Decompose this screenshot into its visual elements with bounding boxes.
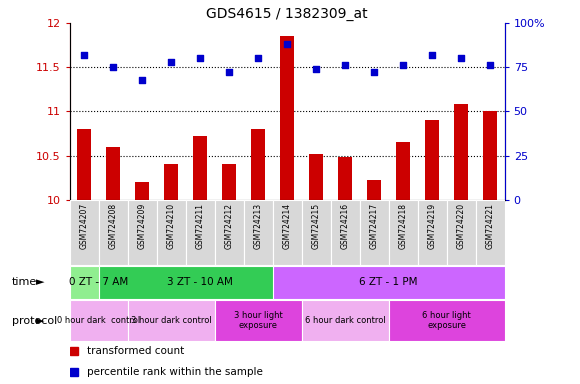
Bar — [454, 104, 469, 200]
Point — [427, 52, 437, 58]
Bar — [99, 200, 128, 265]
Point — [340, 62, 350, 68]
Bar — [77, 129, 92, 200]
Bar — [367, 180, 382, 200]
Bar — [389, 200, 418, 265]
Bar — [135, 182, 150, 200]
Text: GSM724218: GSM724218 — [398, 203, 408, 249]
Point — [166, 59, 176, 65]
Text: GSM724210: GSM724210 — [166, 203, 176, 249]
Bar — [483, 111, 498, 200]
Text: GSM724208: GSM724208 — [108, 203, 118, 249]
Text: GSM724212: GSM724212 — [224, 203, 234, 249]
Bar — [106, 147, 121, 200]
Bar — [70, 200, 99, 265]
Bar — [447, 200, 476, 265]
Bar — [302, 200, 331, 265]
Bar — [338, 157, 353, 200]
Text: 6 hour dark control: 6 hour dark control — [304, 316, 386, 325]
Bar — [99, 266, 302, 299]
Text: 3 hour dark control: 3 hour dark control — [130, 316, 212, 325]
Point — [224, 70, 234, 76]
Bar — [164, 164, 179, 200]
Point — [485, 62, 495, 68]
Text: 3 hour light
exposure: 3 hour light exposure — [234, 311, 282, 330]
Bar — [476, 200, 505, 265]
Bar — [70, 266, 128, 299]
Point — [253, 55, 263, 61]
Bar — [396, 142, 411, 200]
Bar — [193, 136, 208, 200]
Point — [311, 66, 321, 72]
Text: ►: ► — [37, 316, 45, 326]
Bar — [389, 300, 505, 341]
Point — [195, 55, 205, 61]
Text: transformed count: transformed count — [87, 346, 184, 356]
Bar — [215, 300, 302, 341]
Text: GSM724217: GSM724217 — [369, 203, 379, 249]
Bar — [244, 200, 273, 265]
Bar — [331, 200, 360, 265]
Point — [108, 64, 118, 70]
Text: GSM724209: GSM724209 — [137, 203, 147, 249]
Text: GSM724220: GSM724220 — [456, 203, 466, 249]
Text: protocol: protocol — [12, 316, 57, 326]
Text: GSM724214: GSM724214 — [282, 203, 292, 249]
Title: GDS4615 / 1382309_at: GDS4615 / 1382309_at — [206, 7, 368, 21]
Bar — [309, 154, 324, 200]
Point — [369, 70, 379, 76]
Bar — [251, 129, 266, 200]
Point — [456, 55, 466, 61]
Text: GSM724216: GSM724216 — [340, 203, 350, 249]
Point — [137, 76, 147, 83]
Text: GSM724213: GSM724213 — [253, 203, 263, 249]
Text: ►: ► — [37, 277, 45, 287]
Text: 0 hour dark  control: 0 hour dark control — [57, 316, 140, 325]
Text: GSM724211: GSM724211 — [195, 203, 205, 249]
Bar — [273, 200, 302, 265]
Bar — [222, 164, 237, 200]
Text: 3 ZT - 10 AM: 3 ZT - 10 AM — [167, 277, 233, 287]
Bar — [280, 36, 295, 200]
Bar — [425, 120, 440, 200]
Point — [282, 41, 292, 47]
Text: percentile rank within the sample: percentile rank within the sample — [87, 367, 263, 377]
Bar — [360, 200, 389, 265]
Bar — [128, 200, 157, 265]
Bar — [70, 300, 128, 341]
Point — [79, 52, 89, 58]
Text: GSM724215: GSM724215 — [311, 203, 321, 249]
Point — [398, 62, 408, 68]
Bar — [186, 200, 215, 265]
Text: GSM724219: GSM724219 — [427, 203, 437, 249]
Text: 6 hour light
exposure: 6 hour light exposure — [422, 311, 471, 330]
Bar — [418, 200, 447, 265]
Bar — [157, 200, 186, 265]
Text: 0 ZT - 7 AM: 0 ZT - 7 AM — [69, 277, 128, 287]
Text: time: time — [12, 277, 37, 287]
Bar — [128, 300, 215, 341]
Text: 6 ZT - 1 PM: 6 ZT - 1 PM — [360, 277, 418, 287]
Bar — [273, 266, 505, 299]
Text: GSM724221: GSM724221 — [485, 203, 495, 249]
Bar — [302, 300, 389, 341]
Bar — [215, 200, 244, 265]
Text: GSM724207: GSM724207 — [79, 203, 89, 249]
